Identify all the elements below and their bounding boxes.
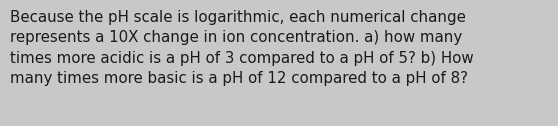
Text: Because the pH scale is logarithmic, each numerical change
represents a 10X chan: Because the pH scale is logarithmic, eac… xyxy=(10,10,474,86)
